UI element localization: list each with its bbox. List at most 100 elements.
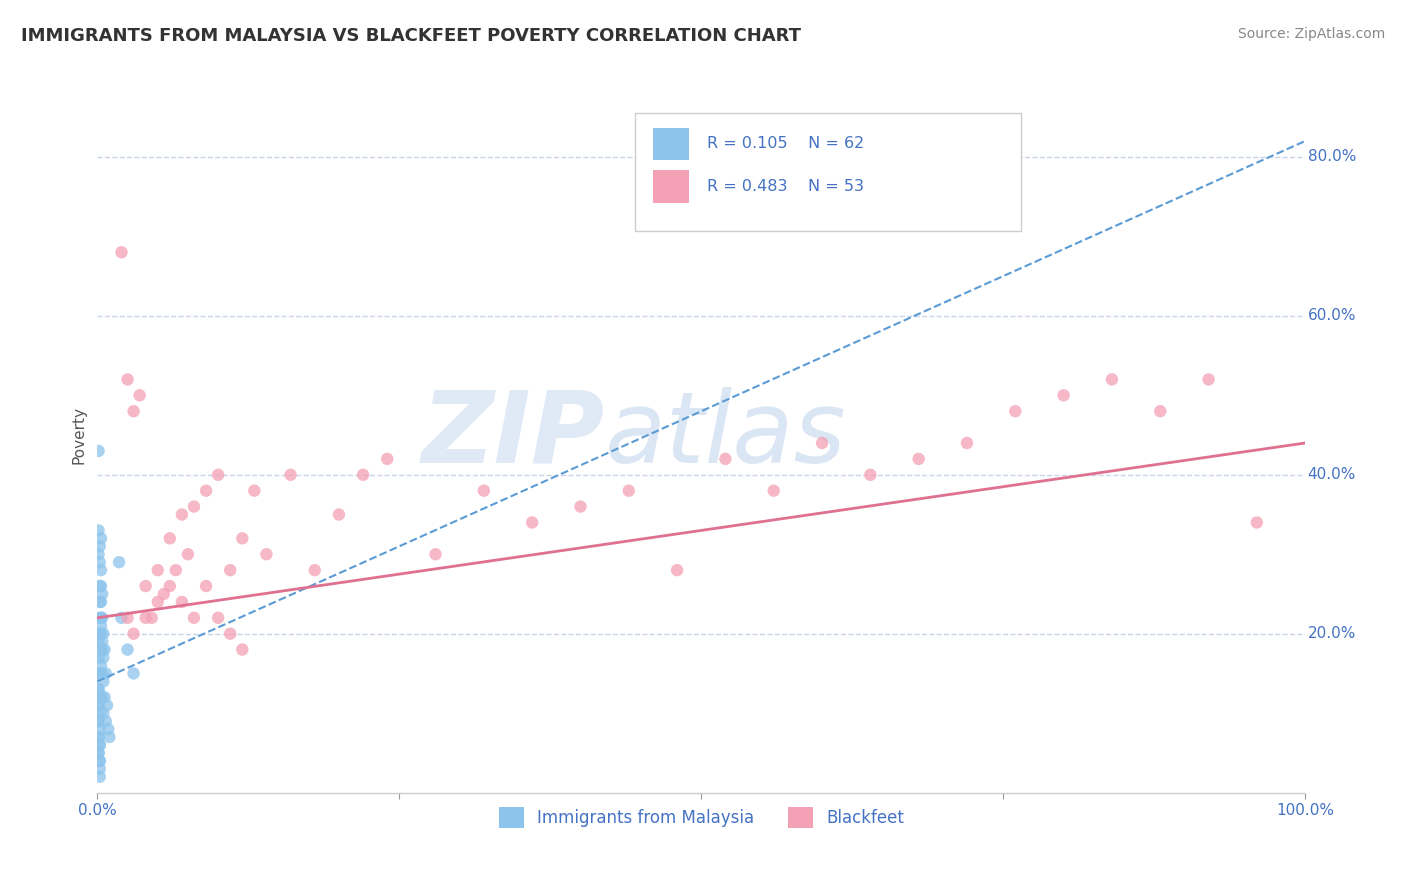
Point <box>93 642 115 657</box>
Point <box>219 626 242 640</box>
Point <box>280 467 302 482</box>
Point <box>89 666 111 681</box>
Point <box>472 483 495 498</box>
Point <box>90 595 112 609</box>
Point <box>87 547 110 561</box>
Point <box>87 730 110 744</box>
Point <box>1004 404 1026 418</box>
Y-axis label: Poverty: Poverty <box>72 406 86 464</box>
Point <box>93 650 115 665</box>
Point <box>87 746 110 760</box>
Point <box>1149 404 1171 418</box>
Point <box>520 516 543 530</box>
Point <box>91 634 114 648</box>
Point <box>219 563 242 577</box>
Point <box>135 579 157 593</box>
Point <box>159 532 181 546</box>
Point <box>87 666 110 681</box>
Point <box>666 563 689 577</box>
Point <box>89 595 111 609</box>
Point <box>89 722 111 736</box>
Point <box>159 579 181 593</box>
Point <box>569 500 592 514</box>
Point <box>90 626 112 640</box>
Point <box>87 634 110 648</box>
Point <box>183 611 205 625</box>
Point <box>87 714 110 728</box>
Point <box>762 483 785 498</box>
Point <box>89 555 111 569</box>
Point <box>89 754 111 768</box>
Point <box>128 388 150 402</box>
Point <box>93 690 115 705</box>
Point <box>87 746 110 760</box>
Point <box>94 714 117 728</box>
Point <box>90 658 112 673</box>
Point <box>90 532 112 546</box>
Point <box>907 451 929 466</box>
Text: 60.0%: 60.0% <box>1308 309 1355 323</box>
Point <box>91 611 114 625</box>
Text: atlas: atlas <box>605 386 846 483</box>
Text: R = 0.105    N = 62: R = 0.105 N = 62 <box>707 136 865 151</box>
Point <box>207 611 229 625</box>
Point <box>97 722 120 736</box>
Point <box>110 611 132 625</box>
Point <box>195 483 218 498</box>
Point <box>96 698 118 713</box>
Point <box>87 714 110 728</box>
Point <box>117 611 139 625</box>
Point <box>304 563 326 577</box>
Point <box>714 451 737 466</box>
Point <box>1198 372 1220 386</box>
Text: 40.0%: 40.0% <box>1308 467 1355 483</box>
Point <box>90 579 112 593</box>
Point <box>1246 516 1268 530</box>
Point <box>122 666 145 681</box>
Text: Source: ZipAtlas.com: Source: ZipAtlas.com <box>1237 27 1385 41</box>
Point <box>89 762 111 776</box>
Point <box>859 467 882 482</box>
Point <box>89 539 111 553</box>
Point <box>89 770 111 784</box>
Point <box>117 372 139 386</box>
Point <box>117 642 139 657</box>
Text: IMMIGRANTS FROM MALAYSIA VS BLACKFEET POVERTY CORRELATION CHART: IMMIGRANTS FROM MALAYSIA VS BLACKFEET PO… <box>21 27 801 45</box>
Point <box>91 690 114 705</box>
Point <box>231 642 253 657</box>
Point <box>141 611 163 625</box>
Point <box>170 508 193 522</box>
Point <box>89 611 111 625</box>
Point <box>89 754 111 768</box>
Legend: Immigrants from Malaysia, Blackfeet: Immigrants from Malaysia, Blackfeet <box>492 801 911 834</box>
Point <box>122 404 145 418</box>
Point <box>93 626 115 640</box>
Point <box>90 642 112 657</box>
Point <box>87 698 110 713</box>
Text: R = 0.483    N = 53: R = 0.483 N = 53 <box>707 178 865 194</box>
Text: 20.0%: 20.0% <box>1308 626 1355 641</box>
Point <box>87 682 110 697</box>
Point <box>89 706 111 721</box>
Text: ZIP: ZIP <box>422 386 605 483</box>
Point <box>91 642 114 657</box>
Point <box>87 730 110 744</box>
Point <box>135 611 157 625</box>
Point <box>207 467 229 482</box>
Point <box>195 579 218 593</box>
Point <box>956 436 979 450</box>
FancyBboxPatch shape <box>652 170 689 202</box>
Point <box>352 467 374 482</box>
Point <box>375 451 398 466</box>
Point <box>256 547 278 561</box>
Point <box>177 547 200 561</box>
Point <box>1101 372 1123 386</box>
FancyBboxPatch shape <box>652 128 689 160</box>
Point <box>328 508 350 522</box>
FancyBboxPatch shape <box>636 113 1021 231</box>
Point <box>87 698 110 713</box>
Point <box>152 587 174 601</box>
Point <box>90 619 112 633</box>
Point <box>90 563 112 577</box>
Point <box>110 245 132 260</box>
